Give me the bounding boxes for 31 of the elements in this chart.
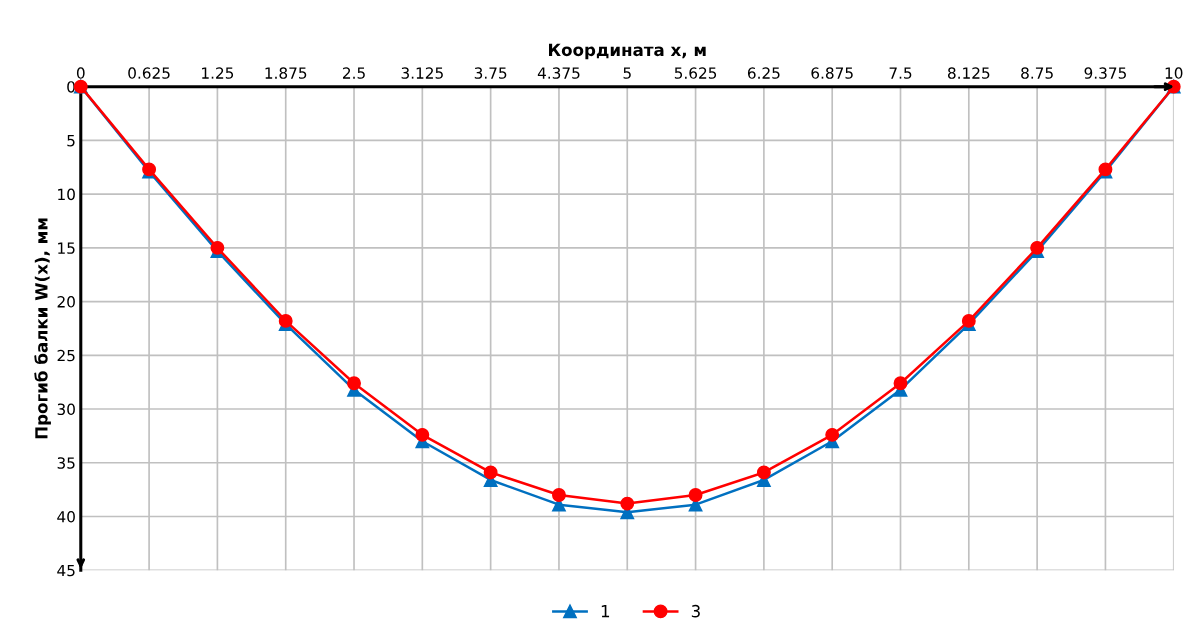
y-tick-label: 45 bbox=[57, 564, 75, 577]
x-tick-label: 7.5 bbox=[889, 67, 912, 79]
x-axis-title: Координата x, м bbox=[549, 43, 706, 60]
x-tick-label: 3.75 bbox=[474, 67, 507, 79]
legend-label: 3 bbox=[691, 604, 700, 618]
x-tick-label: 0 bbox=[76, 67, 85, 79]
x-tick-label: 9.375 bbox=[1084, 67, 1126, 79]
x-tick-label: 6.875 bbox=[811, 67, 853, 79]
legend-label: 1 bbox=[601, 605, 610, 618]
y-tick-label: 15 bbox=[58, 242, 75, 254]
x-tick-label: 5 bbox=[623, 67, 631, 79]
y-tick-label: 40 bbox=[57, 510, 75, 523]
y-tick-label: 25 bbox=[57, 349, 75, 362]
x-tick-label: 4.375 bbox=[537, 67, 580, 79]
y-tick-label: 35 bbox=[57, 457, 75, 469]
y-tick-label: 20 bbox=[57, 296, 75, 308]
x-tick-label: 8.125 bbox=[947, 67, 990, 79]
x-tick-label: 6.25 bbox=[747, 67, 780, 79]
y-tick-label: 10 bbox=[58, 188, 75, 201]
y-tick-label: 0 bbox=[67, 81, 75, 93]
x-tick-label: 2.5 bbox=[343, 67, 365, 79]
x-tick-label: 0.625 bbox=[128, 67, 170, 79]
y-tick-label: 5 bbox=[67, 135, 75, 147]
x-tick-label: 1.875 bbox=[265, 67, 307, 79]
x-tick-label: 3.125 bbox=[401, 67, 443, 79]
x-tick-label: 8.75 bbox=[1021, 67, 1053, 79]
y-tick-label: 30 bbox=[57, 403, 75, 416]
x-tick-label: 10 bbox=[1165, 67, 1183, 79]
x-tick-label: 1.25 bbox=[202, 67, 234, 79]
x-tick-label: 5.625 bbox=[674, 67, 717, 79]
y-axis-title: Прогиб балки W(x), мм bbox=[34, 218, 51, 439]
